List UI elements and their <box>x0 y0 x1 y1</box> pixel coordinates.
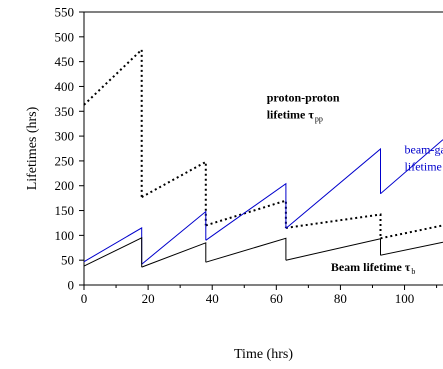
annotation-2-line: beam-gas scattering <box>405 142 443 156</box>
y-tick-label: 100 <box>55 228 75 243</box>
x-axis-title: Time (hrs) <box>234 347 293 362</box>
y-tick-label: 350 <box>55 104 75 119</box>
series-1-segment <box>285 213 382 239</box>
series-1-segment <box>141 160 207 226</box>
y-tick-label: 50 <box>61 253 74 268</box>
y-tick-label: 500 <box>55 29 75 44</box>
y-tick-label: 400 <box>55 79 75 94</box>
series-3-segment <box>205 237 287 263</box>
y-axis-title: Lifetimes (hrs) <box>25 106 40 190</box>
y-tick-label: 550 <box>55 5 75 20</box>
x-tick-label: 40 <box>206 291 219 306</box>
series-1-segment <box>83 47 143 198</box>
series-3-segment <box>83 236 143 268</box>
y-tick-label: 200 <box>55 178 75 193</box>
series-2-segment <box>205 182 287 241</box>
annotation-1-line: proton-proton <box>267 90 340 104</box>
annotation-subscript: b <box>411 267 415 276</box>
annotation-layer: proton-proton lifetime τpp beam-gas scatte… <box>267 90 443 276</box>
annotation-1-line: lifetime τpp <box>267 107 323 123</box>
x-tick-label: 80 <box>334 291 347 306</box>
annotation-3-line: Beam lifetime τb <box>331 260 416 276</box>
y-tick-label: 250 <box>55 153 75 168</box>
x-tick-label: 0 <box>81 291 88 306</box>
x-axis-ticks: 0 20 40 60 80 100 <box>81 285 438 306</box>
series-1-segment <box>380 224 443 240</box>
annotation-subscript: pp <box>315 114 323 123</box>
series-1-segment <box>205 199 287 228</box>
series-3-segment <box>285 238 381 261</box>
series-layer <box>83 47 443 268</box>
series-3-segment <box>141 242 207 268</box>
series-2-segment <box>285 147 381 229</box>
series-3-segment <box>380 241 443 256</box>
x-tick-label: 100 <box>395 291 415 306</box>
y-axis-ticks: 0 50 100 150 200 250 300 350 400 450 500 550 <box>55 5 84 293</box>
y-tick-label: 300 <box>55 129 75 144</box>
y-tick-label: 450 <box>55 54 75 69</box>
x-tick-label: 60 <box>270 291 283 306</box>
y-tick-label: 150 <box>55 203 75 218</box>
annotation-2-line: lifetime τg <box>405 159 443 175</box>
y-tick-label: 0 <box>68 278 75 293</box>
plot-frame <box>83 11 443 286</box>
series-2-segment <box>380 139 443 195</box>
series-2-segment <box>83 227 143 265</box>
x-tick-label: 20 <box>142 291 155 306</box>
series-2-segment <box>141 210 207 265</box>
